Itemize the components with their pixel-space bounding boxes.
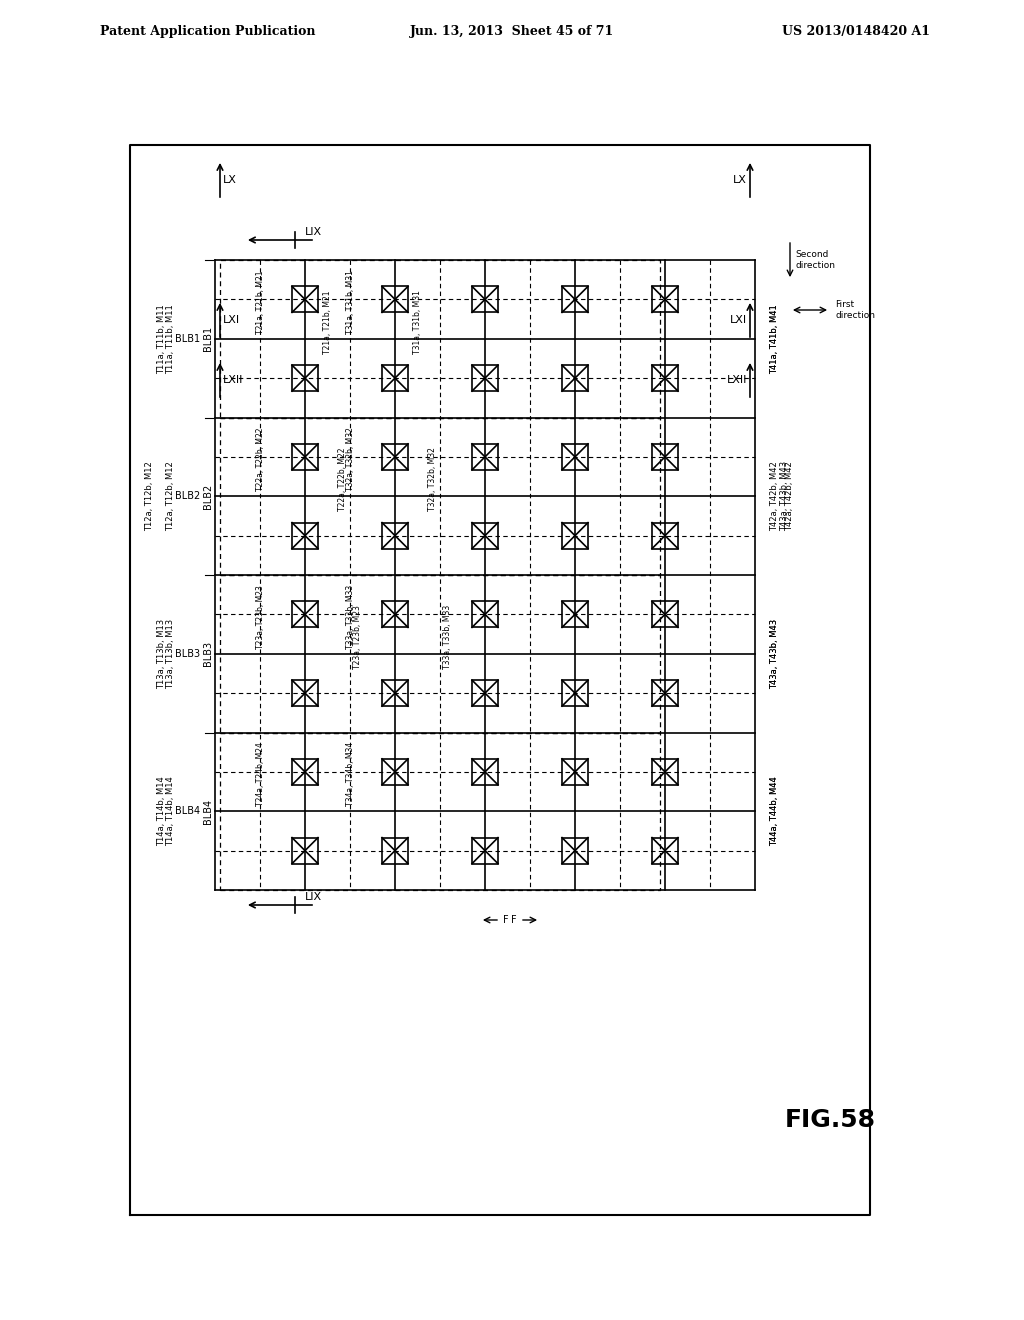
Bar (472, 523, 498, 549)
Bar (652, 680, 678, 706)
Text: T13a, T13b, M13: T13a, T13b, M13 (158, 619, 167, 689)
Text: T31a, T31b, M31: T31a, T31b, M31 (345, 269, 354, 334)
Text: T11a, T11b, M11: T11a, T11b, M11 (158, 304, 167, 374)
Bar (562, 838, 588, 863)
Text: LXI: LXI (730, 315, 746, 325)
Bar (292, 680, 318, 706)
Text: BLB2: BLB2 (203, 483, 213, 510)
Text: T34a, T34b, M34: T34a, T34b, M34 (345, 742, 354, 807)
Bar (472, 602, 498, 627)
Text: T44a, T44b, M44: T44a, T44b, M44 (770, 776, 779, 846)
Bar (292, 602, 318, 627)
Text: Second
direction: Second direction (795, 251, 835, 269)
Bar (472, 366, 498, 391)
Text: T32a, T32b, M32: T32a, T32b, M32 (428, 447, 437, 511)
Bar (382, 759, 408, 785)
Bar (292, 759, 318, 785)
Bar (292, 286, 318, 313)
Text: T13a, T13b, M13: T13a, T13b, M13 (166, 619, 175, 689)
Text: Patent Application Publication: Patent Application Publication (100, 25, 315, 38)
Text: T43a, T43b, M43: T43a, T43b, M43 (770, 619, 779, 689)
Text: T14a, T14b, M14: T14a, T14b, M14 (166, 776, 175, 846)
Text: BLB4: BLB4 (203, 799, 213, 824)
Text: LX: LX (223, 176, 237, 185)
Text: BLB4: BLB4 (175, 807, 200, 816)
Bar (652, 444, 678, 470)
Bar (652, 523, 678, 549)
Text: BLB1: BLB1 (175, 334, 200, 343)
Text: FIG.58: FIG.58 (784, 1107, 876, 1133)
Text: LXII: LXII (727, 375, 746, 385)
Bar (472, 759, 498, 785)
Bar (652, 838, 678, 863)
Text: BLB3: BLB3 (175, 648, 200, 659)
Text: Jun. 13, 2013  Sheet 45 of 71: Jun. 13, 2013 Sheet 45 of 71 (410, 25, 614, 38)
Bar (382, 286, 408, 313)
Text: T11a, T11b, M11: T11a, T11b, M11 (166, 304, 175, 374)
Bar (562, 523, 588, 549)
Text: T42a, T42b, M42
T43a, T43b, M43: T42a, T42b, M42 T43a, T43b, M43 (770, 461, 790, 532)
Bar (472, 838, 498, 863)
Text: F: F (511, 915, 517, 925)
Text: LXII: LXII (223, 375, 244, 385)
Text: LX: LX (733, 176, 746, 185)
Bar (562, 286, 588, 313)
Text: LXI: LXI (223, 315, 240, 325)
Text: BLB3: BLB3 (203, 642, 213, 667)
Text: T21a, T21b, M21: T21a, T21b, M21 (256, 271, 264, 334)
Bar (472, 286, 498, 313)
Bar (562, 602, 588, 627)
Text: F: F (503, 915, 509, 925)
Text: T41a, T41b, M41: T41a, T41b, M41 (770, 304, 779, 374)
Text: T12a, T12b, M12: T12a, T12b, M12 (166, 462, 175, 531)
Bar (382, 366, 408, 391)
Text: LIX: LIX (305, 227, 323, 238)
Bar (562, 366, 588, 391)
Bar (652, 286, 678, 313)
Text: LIX: LIX (305, 892, 323, 902)
Text: T23a, T23b, M23: T23a, T23b, M23 (256, 585, 264, 648)
Bar (472, 680, 498, 706)
Text: T14a, T14b, M14: T14a, T14b, M14 (158, 776, 167, 846)
Bar (652, 366, 678, 391)
Text: T12a, T12b, M12: T12a, T12b, M12 (145, 462, 155, 531)
Bar (292, 838, 318, 863)
Bar (382, 602, 408, 627)
Text: First
direction: First direction (835, 300, 874, 319)
Text: T31a, T31b, M31: T31a, T31b, M31 (413, 290, 422, 354)
Bar (562, 444, 588, 470)
Bar (472, 444, 498, 470)
Text: T44a, T44b, M44: T44a, T44b, M44 (770, 776, 779, 846)
Text: BLB2: BLB2 (175, 491, 200, 502)
Text: T43a, T43b, M43: T43a, T43b, M43 (770, 619, 779, 689)
Text: T32a, T32b, M32: T32a, T32b, M32 (345, 428, 354, 491)
Text: T33a, T33b, M33: T33a, T33b, M33 (345, 585, 354, 648)
Bar (382, 680, 408, 706)
Text: T33a, T33b, M33: T33a, T33b, M33 (443, 605, 452, 669)
Text: T23a, T23b, M23: T23a, T23b, M23 (353, 605, 362, 669)
Bar (562, 759, 588, 785)
Bar (652, 602, 678, 627)
Text: US 2013/0148420 A1: US 2013/0148420 A1 (782, 25, 930, 38)
Text: T22a, T22b, M22: T22a, T22b, M22 (256, 428, 264, 491)
Text: T22a, T22b, M22: T22a, T22b, M22 (338, 447, 347, 511)
Bar (382, 838, 408, 863)
Text: T21a, T21b, M21: T21a, T21b, M21 (323, 290, 332, 354)
Bar (382, 523, 408, 549)
Bar (562, 680, 588, 706)
Bar (292, 523, 318, 549)
Text: T41a, T41b, M41: T41a, T41b, M41 (770, 304, 779, 374)
Text: T42a, T42b, M42: T42a, T42b, M42 (785, 462, 795, 531)
Bar (292, 444, 318, 470)
Bar (292, 366, 318, 391)
Bar (652, 759, 678, 785)
Text: BLB1: BLB1 (203, 326, 213, 351)
Text: T24a, T24b, M24: T24a, T24b, M24 (256, 742, 264, 807)
Bar (382, 444, 408, 470)
